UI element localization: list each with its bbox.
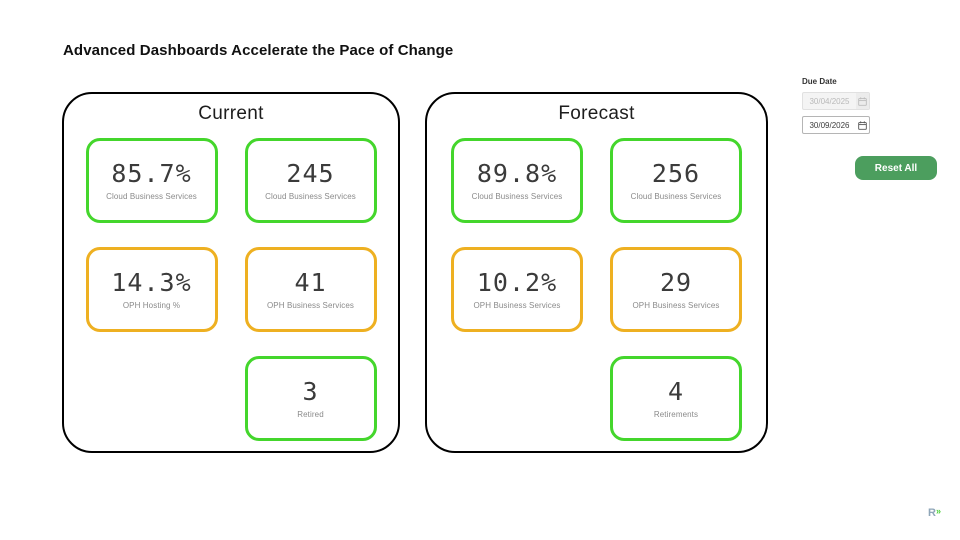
kpi-value: 85.7%: [111, 159, 192, 189]
calendar-icon[interactable]: [856, 120, 869, 130]
empty-grid-cell: [86, 356, 218, 441]
kpi-value: 29: [659, 268, 693, 298]
forecast-panel: Forecast 89.8% Cloud Business Services 2…: [425, 92, 768, 453]
calendar-icon[interactable]: [856, 93, 869, 109]
kpi-card-current-oph-pct: 14.3% OPH Hosting %: [85, 247, 218, 332]
current-panel-title: Current: [198, 103, 264, 124]
kpi-label: OPH Business Services: [632, 300, 720, 310]
kpi-label: Retired: [297, 409, 324, 419]
kpi-label: Cloud Business Services: [106, 191, 197, 201]
kpi-value: 14.3%: [111, 268, 192, 298]
kpi-card-current-retired: 3 Retired: [244, 356, 377, 441]
page-title: Advanced Dashboards Accelerate the Pace …: [63, 42, 454, 59]
kpi-value: 245: [286, 159, 335, 189]
logo-chevrons-icon: »: [935, 506, 941, 516]
kpi-value: 3: [302, 377, 319, 407]
kpi-label: OPH Hosting %: [122, 300, 181, 310]
kpi-label: Cloud Business Services: [630, 191, 722, 201]
empty-grid-cell: [451, 356, 583, 441]
kpi-card-current-cloud-count: 245 Cloud Business Services: [244, 138, 377, 223]
kpi-value: 10.2%: [476, 268, 558, 298]
kpi-label: Cloud Business Services: [471, 191, 563, 201]
kpi-label: OPH Business Services: [266, 300, 355, 310]
kpi-card-forecast-cloud-count: 256 Cloud Business Services: [610, 138, 742, 223]
due-date-start-value: 30/04/2025: [809, 96, 850, 106]
kpi-label: Cloud Business Services: [265, 191, 356, 201]
kpi-card-forecast-retirements: 4 Retirements: [610, 356, 742, 441]
reset-all-button[interactable]: Reset All: [855, 156, 937, 180]
kpi-value: 4: [667, 377, 685, 407]
forecast-panel-title: Forecast: [558, 103, 635, 124]
kpi-value: 256: [651, 159, 701, 189]
due-date-label: Due Date: [802, 77, 837, 86]
kpi-card-current-cloud-pct: 85.7% Cloud Business Services: [85, 138, 218, 223]
due-date-end-input[interactable]: 30/09/2026: [802, 116, 870, 134]
kpi-label: OPH Business Services: [473, 300, 561, 310]
current-panel: Current 85.7% Cloud Business Services 24…: [62, 92, 400, 453]
kpi-value: 89.8%: [476, 159, 558, 189]
kpi-card-forecast-oph-count: 29 OPH Business Services: [610, 247, 742, 332]
logo-letter: R: [928, 507, 936, 519]
kpi-card-forecast-cloud-pct: 89.8% Cloud Business Services: [451, 138, 583, 223]
due-date-end-value: 30/09/2026: [809, 120, 850, 130]
kpi-value: 41: [294, 268, 327, 298]
current-card-grid: 85.7% Cloud Business Services 245 Cloud …: [64, 138, 398, 441]
kpi-label: Retirements: [653, 409, 699, 419]
kpi-card-current-oph-count: 41 OPH Business Services: [244, 247, 377, 332]
kpi-card-forecast-oph-pct: 10.2% OPH Business Services: [451, 247, 583, 332]
forecast-card-grid: 89.8% Cloud Business Services 256 Cloud …: [427, 138, 766, 441]
due-date-start-input[interactable]: 30/04/2025: [802, 92, 870, 110]
logo: R »: [928, 506, 941, 519]
